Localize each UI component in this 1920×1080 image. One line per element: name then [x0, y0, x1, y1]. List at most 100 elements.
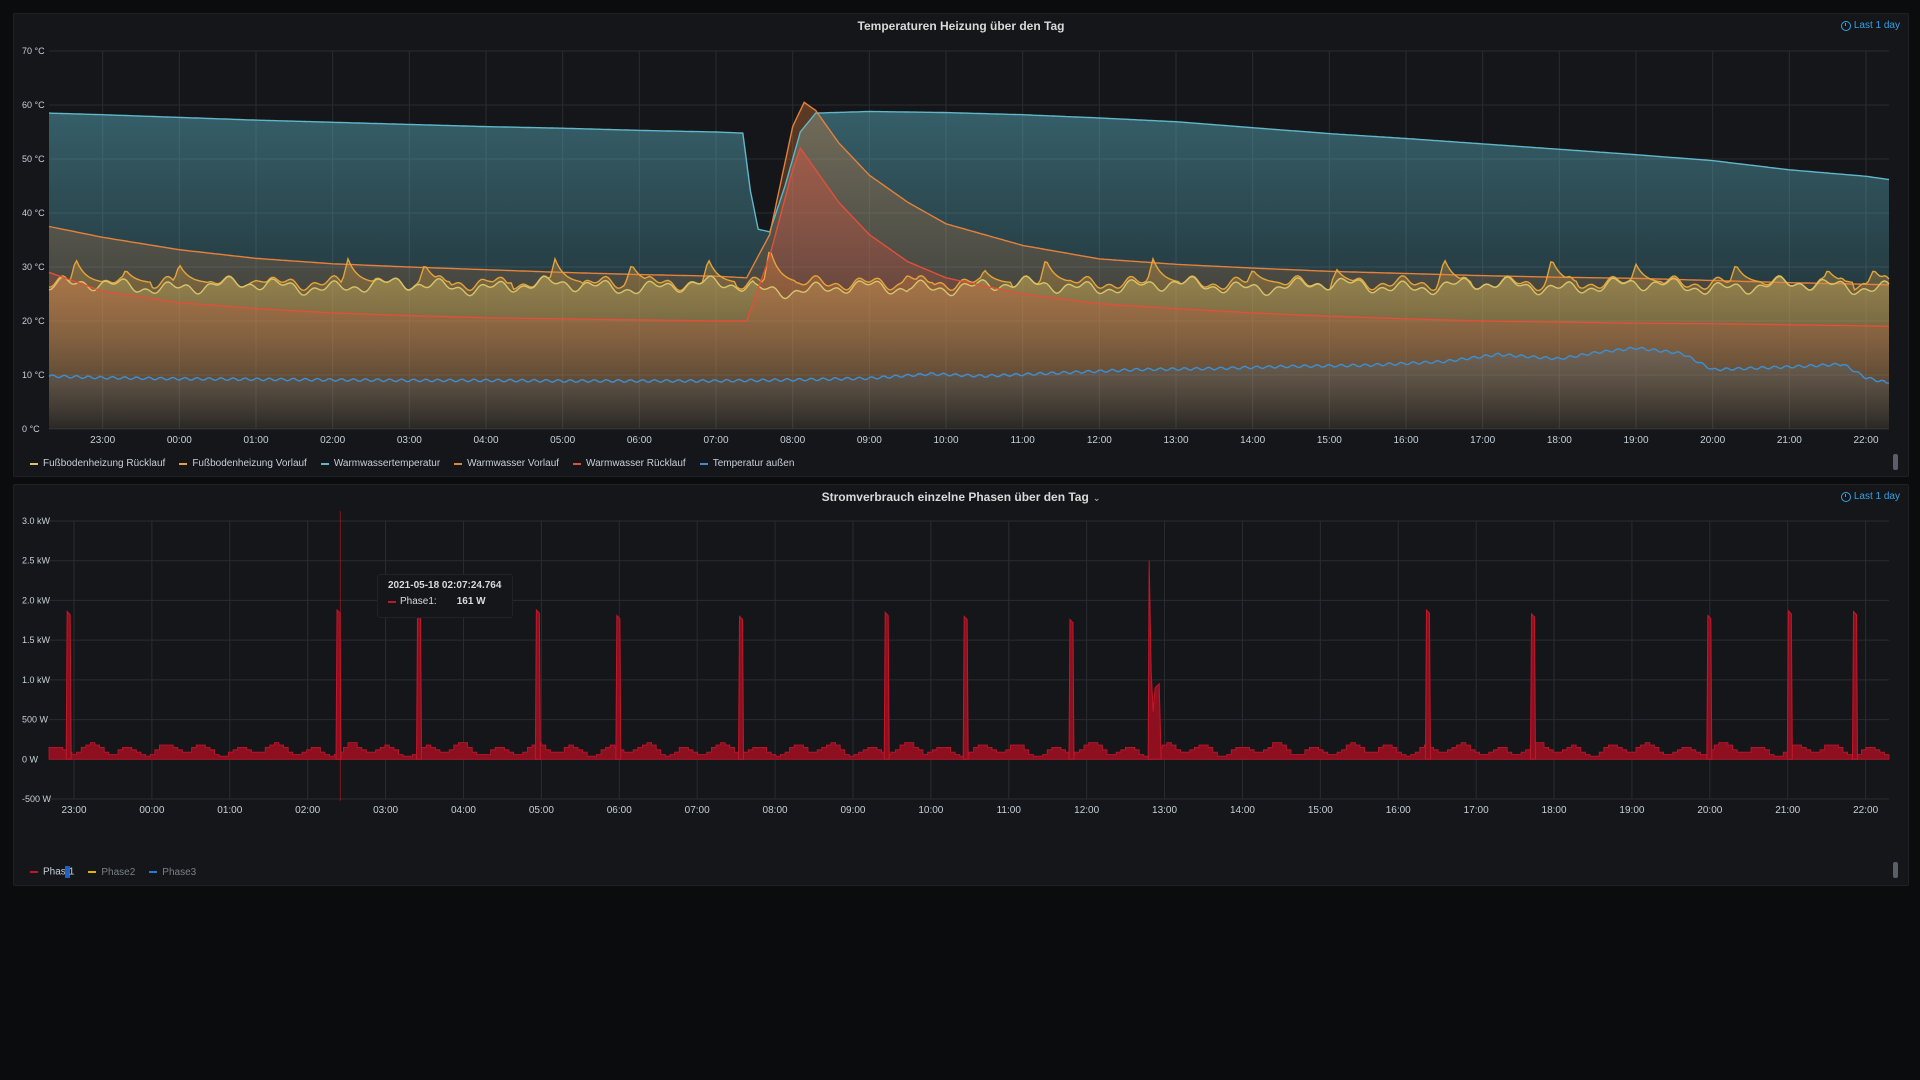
phase1-spike — [615, 614, 622, 760]
legend-item[interactable]: Fußbodenheizung Rücklauf — [30, 458, 165, 469]
x-tick-label: 15:00 — [1308, 805, 1333, 816]
legend-label: Fußbodenheizung Vorlauf — [192, 458, 307, 469]
panel-title-text[interactable]: Temperaturen Heizung über den Tag — [857, 19, 1065, 33]
x-tick-label: 20:00 — [1700, 435, 1725, 446]
y-tick-label: 40 °C — [22, 208, 45, 218]
hover-tooltip: 2021-05-18 02:07:24.764 Phase1: 161 W — [377, 574, 513, 618]
legend-label: Phas 1 — [43, 866, 75, 878]
x-tick-label: 12:00 — [1087, 435, 1112, 446]
legend-item[interactable]: Fußbodenheizung Vorlauf — [179, 458, 307, 469]
x-tick-label: 07:00 — [685, 805, 710, 816]
x-tick-label: 21:00 — [1777, 435, 1802, 446]
legend-swatch — [30, 871, 38, 873]
legend-item[interactable]: Phase3 — [149, 866, 196, 878]
legend-item[interactable]: Warmwasser Vorlauf — [454, 458, 559, 469]
phase1-area — [48, 742, 1890, 760]
y-tick-label: 1.5 kW — [22, 635, 51, 645]
phase1-spike — [1529, 612, 1537, 760]
legend-label: Warmwassertemperatur — [333, 458, 441, 469]
x-tick-label: 04:00 — [451, 805, 476, 816]
tooltip-value: 161 W — [456, 596, 486, 607]
time-range-label: Last 1 day — [1853, 491, 1900, 502]
phase1-spike — [1068, 618, 1075, 760]
x-tick-label: 03:00 — [397, 435, 422, 446]
phase1-spike — [1424, 608, 1431, 760]
legend-swatch — [179, 462, 188, 465]
series-lines — [48, 101, 1890, 384]
temperature-panel[interactable]: Temperaturen Heizung über den Tag Last 1… — [13, 13, 1909, 477]
x-tick-label: 19:00 — [1623, 435, 1648, 446]
legend-item[interactable]: Warmwasser Rücklauf — [573, 458, 686, 469]
x-tick-label: 01:00 — [243, 435, 268, 446]
x-tick-label: 18:00 — [1542, 805, 1567, 816]
phase1-spike — [1706, 614, 1713, 760]
legend-item[interactable]: Phase2 — [88, 866, 135, 878]
legend-swatch — [88, 871, 97, 873]
x-tick-label: 07:00 — [703, 435, 728, 446]
x-tick-label: 00:00 — [167, 435, 192, 446]
x-tick-label: 23:00 — [61, 805, 86, 816]
x-tick-label: 20:00 — [1697, 805, 1722, 816]
panel-title-text[interactable]: Stromverbrauch einzelne Phasen über den … — [821, 490, 1089, 504]
panel-title[interactable]: Stromverbrauch einzelne Phasen über den … — [14, 485, 1908, 509]
power-chart[interactable]: -500 W 0 W 500 W 1.0 kW 1.5 kW 2.0 kW 2.5 kW 3.… — [14, 485, 1908, 865]
x-tick-label: 06:00 — [627, 435, 652, 446]
x-tick-label: 06:00 — [607, 805, 632, 816]
x-tick-label: 23:00 — [90, 435, 115, 446]
tooltip-series-swatch — [388, 600, 396, 603]
y-tick-label: 70 °C — [22, 46, 45, 56]
y-tick-label: 20 °C — [22, 316, 45, 326]
power-panel[interactable]: Stromverbrauch einzelne Phasen über den … — [13, 484, 1909, 886]
phase1-spike — [416, 611, 423, 760]
x-tick-label: 10:00 — [933, 435, 958, 446]
x-tick-label: 03:00 — [373, 805, 398, 816]
phase1-series — [48, 560, 1890, 760]
panel-resize-handle[interactable] — [1893, 454, 1898, 470]
temperature-chart[interactable]: 0 °C 10 °C 20 °C 30 °C 40 °C 50 °C 60 °C 70 °C 2… — [14, 14, 1908, 454]
y-tick-label: 0 W — [22, 754, 39, 764]
y-tick-label: 50 °C — [22, 154, 45, 164]
x-tick-label: 18:00 — [1547, 435, 1572, 446]
panel-resize-handle[interactable] — [1893, 862, 1898, 878]
phase1-spike — [534, 608, 541, 760]
legend-swatch — [699, 462, 708, 465]
x-tick-label: 01:00 — [217, 805, 242, 816]
y-tick-label: 3.0 kW — [22, 516, 51, 526]
legend-item[interactable]: Phas 1 — [30, 866, 74, 878]
tooltip-series-name: Phase1: — [400, 596, 437, 607]
time-range-picker[interactable]: Last 1 day — [1840, 491, 1900, 502]
panel-title[interactable]: Temperaturen Heizung über den Tag — [14, 14, 1908, 38]
chevron-down-icon[interactable]: ⌄ — [1092, 493, 1101, 503]
y-tick-label: 500 W — [22, 715, 49, 725]
series-line — [48, 101, 1889, 286]
legend-label: Warmwasser Vorlauf — [467, 458, 560, 469]
legend-swatch — [30, 462, 38, 465]
x-tick-label: 08:00 — [763, 805, 788, 816]
x-tick-label: 05:00 — [550, 435, 575, 446]
series-line — [48, 146, 1890, 328]
x-tick-label: 10:00 — [918, 805, 943, 816]
y-tick-label: 0 °C — [22, 424, 40, 434]
tooltip-time: 2021-05-18 02:07:24.764 — [388, 580, 502, 591]
clock-icon — [1840, 20, 1851, 31]
legend-label: Warmwasser Rücklauf — [586, 458, 686, 469]
power-legend: Phas 1 Phase2 Phase3 — [30, 866, 196, 878]
y-tick-label: 30 °C — [22, 262, 45, 272]
legend-item[interactable]: Temperatur außen — [699, 458, 794, 469]
x-tick-label: 15:00 — [1317, 435, 1342, 446]
legend-item[interactable]: Warmwassertemperatur — [320, 458, 441, 469]
phase1-spike — [738, 615, 745, 760]
x-tick-label: 05:00 — [529, 805, 554, 816]
x-tick-label: 19:00 — [1619, 805, 1644, 816]
y-tick-label: 10 °C — [22, 370, 45, 380]
x-tick-label: 17:00 — [1464, 805, 1489, 816]
time-range-picker[interactable]: Last 1 day — [1840, 20, 1900, 31]
series-line — [48, 346, 1890, 384]
phase1-spike — [883, 611, 890, 760]
legend-swatch — [573, 462, 582, 465]
phase1-spike — [962, 615, 969, 760]
phase1-spike — [65, 610, 72, 760]
legend-label: Fußbodenheizung Rücklauf — [43, 458, 166, 469]
series-line — [48, 275, 1890, 300]
x-tick-label: 16:00 — [1393, 435, 1418, 446]
